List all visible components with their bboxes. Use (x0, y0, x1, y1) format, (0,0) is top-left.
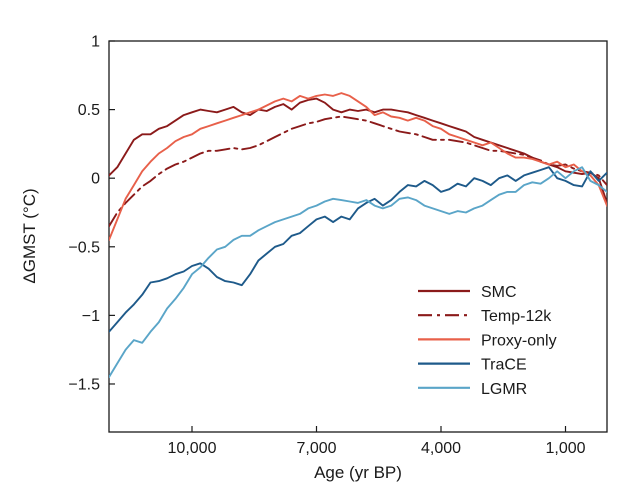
plot-area-border (108, 40, 608, 433)
legend: SMC Temp-12k Proxy-only TraCE LGMR (418, 284, 557, 398)
legend-label: TraCE (481, 357, 527, 374)
y-tick-label: 0.5 (78, 102, 100, 119)
y-tick-label: 1 (91, 34, 100, 51)
axis-ticks: 10,000 7,000 4,000 1,000 1 0.5 0 −0.5 −1 −1.5 (68, 34, 585, 458)
x-axis-label: Age (yr BP) (314, 463, 402, 482)
legend-label: Proxy-only (481, 332, 557, 349)
series-line-smc (109, 97, 607, 204)
x-tick-label: 4,000 (421, 440, 461, 457)
series-line-trace (109, 166, 607, 333)
y-tick-label: −1.5 (68, 376, 100, 393)
y-tick-label: −1 (82, 308, 100, 325)
plot-frame (108, 40, 608, 433)
legend-label: Temp-12k (481, 308, 552, 325)
legend-label: SMC (481, 284, 517, 301)
x-tick-label: 10,000 (168, 440, 217, 457)
x-tick-label: 7,000 (296, 440, 336, 457)
legend-label: LGMR (481, 381, 527, 398)
y-axis-label: ΔGMST (°C) (20, 188, 39, 283)
series-line-lgmr (109, 166, 607, 379)
series-line-proxy-only (109, 92, 607, 241)
y-tick-label: 0 (91, 171, 100, 188)
y-tick-label: −0.5 (68, 239, 100, 256)
series-lines (109, 92, 607, 379)
series-line-temp-12k (109, 115, 607, 228)
x-tick-label: 1,000 (545, 440, 585, 457)
